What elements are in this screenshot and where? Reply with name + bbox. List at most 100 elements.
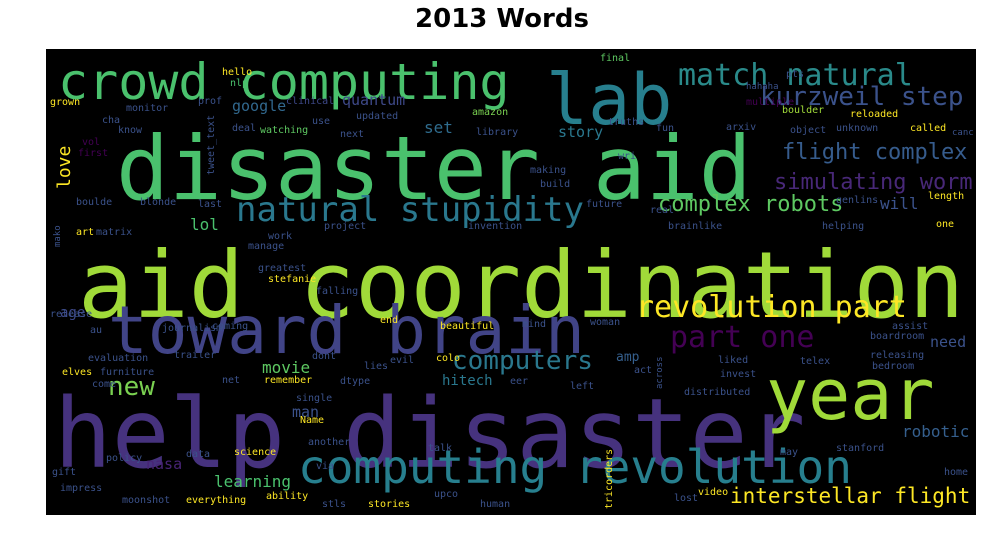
word-match-natural: match natural [678, 58, 913, 93]
word-making: making [530, 165, 566, 176]
word-elves: elves [62, 367, 92, 378]
word-everything: everything [186, 495, 246, 506]
word-stls: stls [322, 499, 346, 510]
word-set: set [424, 118, 453, 137]
word-canc: canc [952, 128, 974, 138]
word-genlins: genlins [836, 195, 878, 206]
word-come: come [92, 379, 116, 390]
word-flight-complex: flight complex [782, 140, 967, 165]
word-computing-revolution: computing revolution [298, 440, 852, 494]
word-coming: coming [212, 321, 248, 332]
word-matrix: matrix [96, 227, 132, 238]
word-disaster-aid: disaster aid [116, 117, 752, 220]
word-watching: watching [260, 125, 308, 136]
word-lol: lol [190, 215, 219, 234]
cloud-background [46, 49, 976, 515]
word-robotic: robotic [902, 422, 969, 441]
word-prof: prof [198, 96, 222, 107]
word-final: final [600, 53, 630, 64]
word-man: man [292, 403, 319, 421]
word-beautiful: beautiful [440, 321, 494, 332]
word-au: au [90, 325, 102, 336]
word-human: human [480, 499, 510, 510]
word-boardroom: boardroom [870, 331, 924, 342]
word-object: object [790, 125, 826, 136]
word-arxiv: arxiv [726, 122, 756, 133]
word-need: need [930, 333, 966, 351]
word-telex: telex [800, 356, 830, 367]
word-nasa: nasa [146, 455, 182, 473]
word-year: year [766, 354, 935, 436]
word-distributed: distributed [684, 387, 750, 398]
word-stanford: stanford [836, 443, 884, 454]
word-remember: remember [264, 375, 312, 386]
word-mako: mako [53, 225, 63, 247]
word-last: last [198, 199, 222, 210]
word-tweet-text: tweet_text [206, 115, 217, 175]
word-science: science [234, 447, 276, 458]
word-left: left [570, 381, 594, 392]
word-ability: ability [266, 491, 308, 502]
word-crowd-computing: crowd computing [58, 53, 510, 111]
word-blonde: blonde [140, 197, 176, 208]
word-impress: impress [60, 483, 102, 494]
word-interstellar-flight: interstellar flight [730, 484, 970, 508]
word-tricorders: tricorders [604, 449, 615, 509]
word-lost: lost [674, 493, 698, 504]
word-cloud-canvas: aid coordination help disaster disaster ai… [46, 49, 976, 515]
word-wri: wri [618, 151, 636, 162]
word-first: first [78, 148, 108, 159]
word-end: end [380, 315, 398, 326]
word-monitor: monitor [126, 103, 168, 114]
word-real: real [650, 205, 674, 216]
word-release: release [50, 309, 92, 320]
word-library: library [476, 127, 518, 138]
word-journalism: journalism [162, 323, 222, 334]
word-one: one [936, 219, 954, 230]
word-next: next [340, 129, 364, 140]
word-amp: amp [616, 350, 640, 365]
word-kurzweil-step: kurzweil step [760, 82, 964, 112]
word-reloaded: reloaded [850, 109, 898, 120]
word-talk: talk [428, 443, 452, 454]
word-video: video [698, 487, 728, 498]
word-truths: truths [608, 117, 644, 128]
word-length: length [928, 191, 964, 202]
word-furniture: furniture [100, 367, 154, 378]
word-use: use [312, 116, 330, 127]
word-across: across [655, 356, 665, 389]
word-falling: falling [316, 286, 358, 297]
word-new: new [108, 372, 155, 402]
word-clinical: clinical [286, 96, 334, 107]
word-quantum: quantum [342, 91, 405, 109]
word-stories: stories [368, 499, 410, 510]
word-love: love [54, 146, 75, 189]
word-home: home [944, 467, 968, 478]
figure-title: 2013 Words [415, 4, 589, 34]
word-learning: learning [214, 472, 291, 491]
word-grown: grown [50, 97, 80, 108]
word-assist: assist [892, 321, 928, 332]
word-policy: policy [106, 453, 142, 464]
word-moonshot: moonshot [122, 495, 170, 506]
word-eer: eer [510, 376, 528, 387]
word-dont: dont [312, 351, 336, 362]
word-hahaha: hahaha [746, 82, 779, 92]
word-via: via [316, 461, 334, 472]
word-trailer: trailer [174, 350, 216, 361]
word-colo: colo [436, 353, 460, 364]
word-liked: liked [718, 355, 748, 366]
word-help-disaster: help disaster [54, 378, 805, 490]
word-releasing: releasing [870, 350, 924, 361]
word-work: work [268, 231, 292, 242]
word-simulating-worm: simulating worm [774, 170, 973, 195]
word-toward-brain: toward brain [108, 292, 585, 369]
word-boulder: boulder [782, 105, 824, 116]
word-story: story [558, 123, 603, 141]
word-cha: cha [102, 115, 120, 126]
word-upco: upco [434, 489, 458, 500]
word-single: single [296, 393, 332, 404]
word-stefanie: stefanie [268, 274, 316, 285]
word-age: age [60, 305, 85, 321]
word-aid-coordination: aid coordination [78, 232, 964, 339]
